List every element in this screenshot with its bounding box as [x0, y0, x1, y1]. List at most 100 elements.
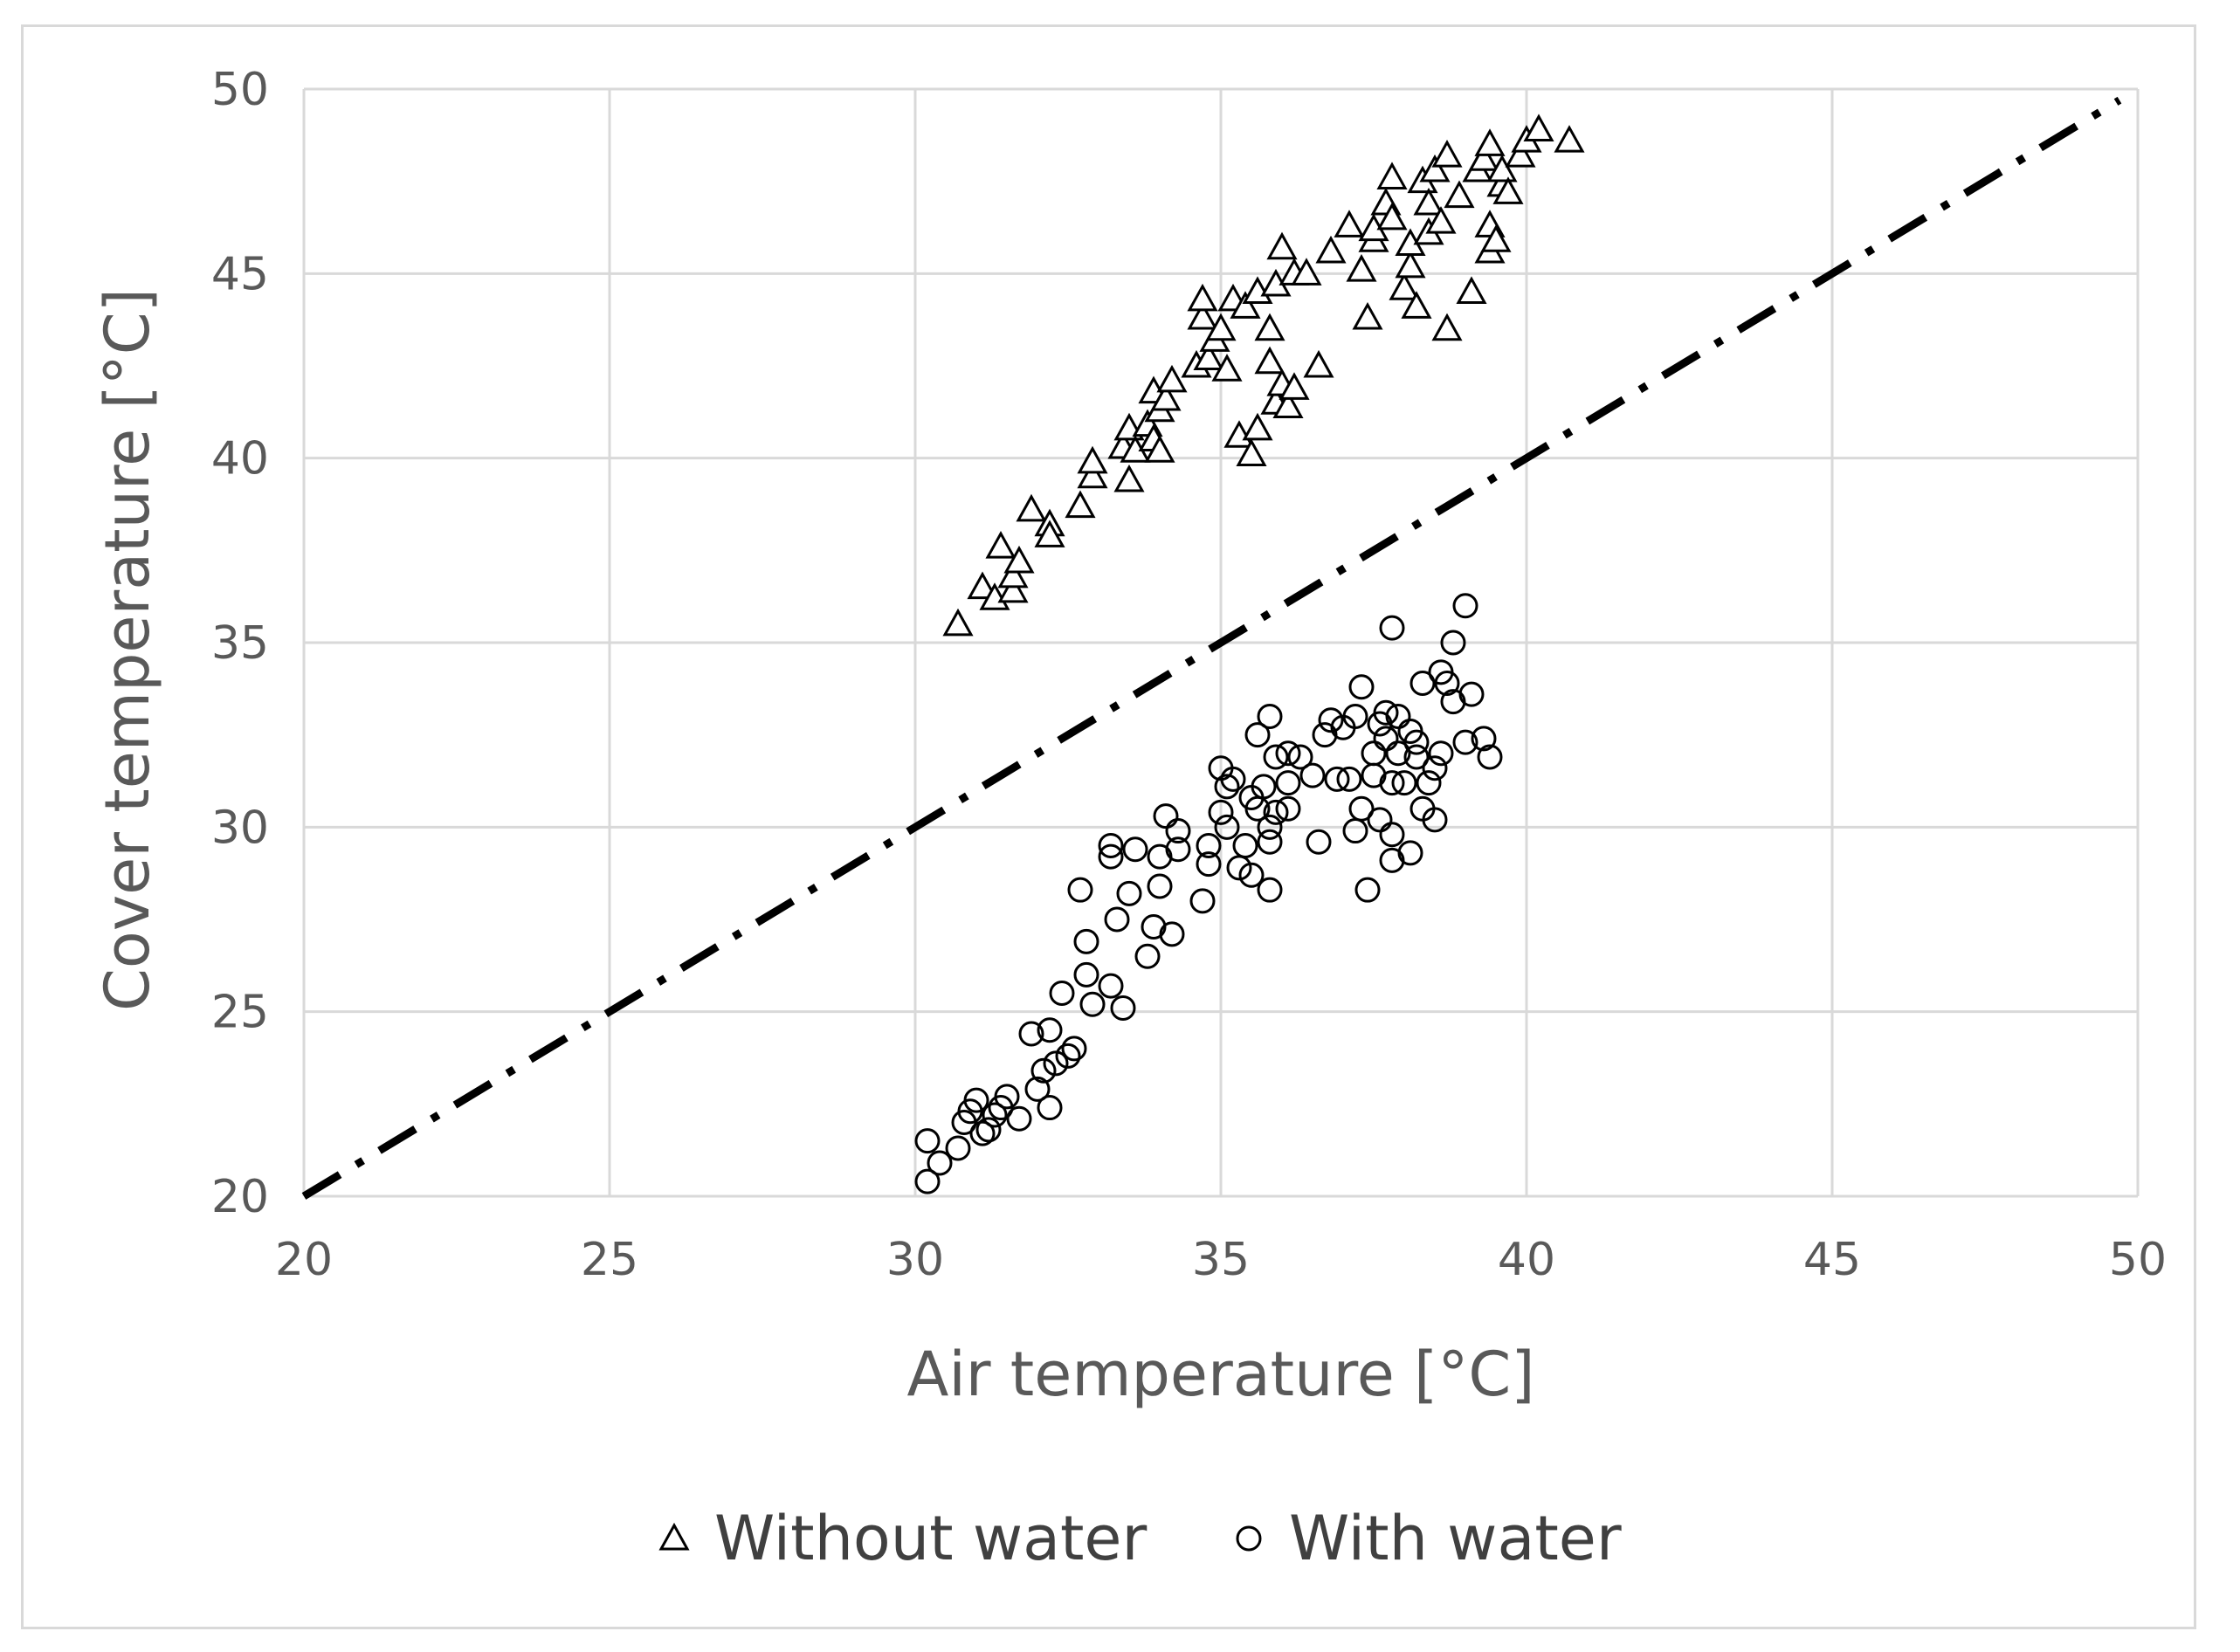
legend-label-without-water: Without water: [714, 1503, 1147, 1574]
circle-point-33: [1134, 943, 1161, 969]
triangle-point-64: [1419, 154, 1451, 182]
triangle-point-9: [1034, 520, 1065, 547]
circle-point-88: [1385, 704, 1411, 730]
circle-point-9: [982, 1102, 1008, 1128]
triangle-point-10: [1065, 490, 1096, 519]
triangle-point-60: [1401, 291, 1432, 319]
circle-point-94: [1403, 729, 1430, 755]
circle-point-106: [1452, 729, 1478, 755]
x-tick-label-2: 30: [886, 1234, 944, 1286]
circle-point-62: [1275, 740, 1301, 767]
circle-point-95: [1409, 670, 1436, 696]
triangle-point-55: [1376, 162, 1408, 189]
circle-point-76: [1348, 795, 1375, 822]
triangle-point-6: [1003, 545, 1035, 574]
circle-point-38: [1159, 921, 1185, 947]
triangle-point-58: [1395, 250, 1426, 279]
circle-point-70: [1324, 766, 1350, 792]
triangle-point-71: [1468, 143, 1499, 171]
triangle-point-51: [1352, 301, 1383, 330]
triangle-point-26: [1187, 283, 1218, 312]
circle-point-35: [1147, 873, 1173, 899]
triangle-point-36: [1242, 412, 1273, 441]
circle-point-65: [1287, 744, 1313, 770]
circle-point-89: [1385, 740, 1411, 767]
circle-point-23: [1073, 961, 1099, 988]
triangle-point-57: [1389, 272, 1420, 300]
x-axis-title: Air temperature [°C]: [906, 1339, 1534, 1410]
circle-point-64: [1275, 795, 1301, 822]
triangle-point-33: [1230, 291, 1261, 319]
circle-point-78: [1361, 740, 1387, 767]
circle-point-90: [1391, 770, 1417, 796]
reference-line-layer: [301, 96, 2122, 1200]
circle-point-50: [1232, 832, 1258, 858]
triangle-point-82: [1554, 125, 1585, 153]
triangle-point-7: [1016, 493, 1047, 522]
circle-point-98: [1422, 755, 1448, 781]
circle-point-13: [1018, 1021, 1044, 1047]
circle-point-108: [1471, 726, 1497, 752]
triangle-point-68: [1444, 180, 1475, 209]
circle-point-83: [1373, 699, 1399, 726]
triangle-point-27: [1193, 342, 1224, 371]
circle-point-93: [1403, 744, 1430, 770]
circle-point-0: [914, 1128, 941, 1154]
legend-marker-without-water: [658, 1522, 690, 1551]
circle-point-31: [1116, 880, 1142, 906]
circle-point-46: [1214, 814, 1240, 840]
circle-point-82: [1373, 726, 1399, 752]
triangle-point-37: [1254, 313, 1285, 341]
triangle-point-65: [1425, 206, 1457, 234]
triangle-point-5: [997, 560, 1029, 589]
circle-point-12: [1006, 1105, 1032, 1132]
circle-point-3: [945, 1135, 971, 1161]
circle-point-41: [1189, 888, 1216, 914]
circle-point-24: [1073, 928, 1099, 954]
circle-point-99: [1422, 807, 1448, 833]
circle-point-40: [1165, 836, 1191, 863]
triangle-point-22: [1150, 382, 1182, 411]
circle-point-7: [969, 1120, 996, 1146]
circle-point-72: [1336, 766, 1362, 792]
y-tick-label-2: 30: [211, 802, 269, 854]
circle-point-2: [927, 1150, 953, 1176]
circle-point-18: [1043, 1050, 1069, 1077]
triangle-point-23: [1156, 364, 1188, 393]
circle-point-25: [1079, 991, 1106, 1017]
triangle-point-11: [1077, 460, 1108, 489]
circle-point-58: [1257, 829, 1283, 855]
circle-point-51: [1238, 862, 1265, 888]
triangle-point-34: [1236, 438, 1267, 466]
legend: Without water With water: [658, 1503, 1622, 1574]
circle-point-86: [1379, 770, 1405, 796]
triangle-point-69: [1456, 276, 1487, 304]
triangle-point-81: [1523, 114, 1554, 141]
circle-point-39: [1165, 818, 1191, 844]
y-tick-label-3: 35: [211, 617, 269, 670]
legend-label-with-water: With water: [1289, 1503, 1622, 1574]
circle-point-92: [1397, 840, 1423, 866]
circle-point-85: [1379, 822, 1405, 848]
circle-point-73: [1342, 704, 1368, 730]
circle-point-74: [1342, 818, 1368, 844]
triangle-point-79: [1505, 139, 1536, 168]
circle-point-22: [1067, 877, 1093, 903]
circle-point-17: [1037, 1095, 1063, 1121]
triangle-point-45: [1279, 372, 1310, 400]
x-tick-label-5: 45: [1803, 1234, 1861, 1286]
triangle-point-66: [1431, 139, 1463, 168]
triangle-point-25: [1187, 301, 1218, 330]
triangle-point-20: [1144, 435, 1175, 463]
y-axis-title: Cover temperature [°C]: [92, 288, 163, 1011]
legend-triangle-icon: [658, 1522, 690, 1551]
triangle-point-41: [1266, 231, 1298, 260]
circle-point-69: [1318, 707, 1344, 733]
triangle-point-0: [942, 608, 974, 637]
circle-point-32: [1122, 836, 1148, 863]
triangle-point-46: [1291, 258, 1322, 286]
circle-point-37: [1153, 803, 1179, 829]
circle-point-60: [1263, 799, 1289, 825]
triangle-point-75: [1480, 224, 1512, 252]
circle-point-43: [1196, 832, 1222, 858]
